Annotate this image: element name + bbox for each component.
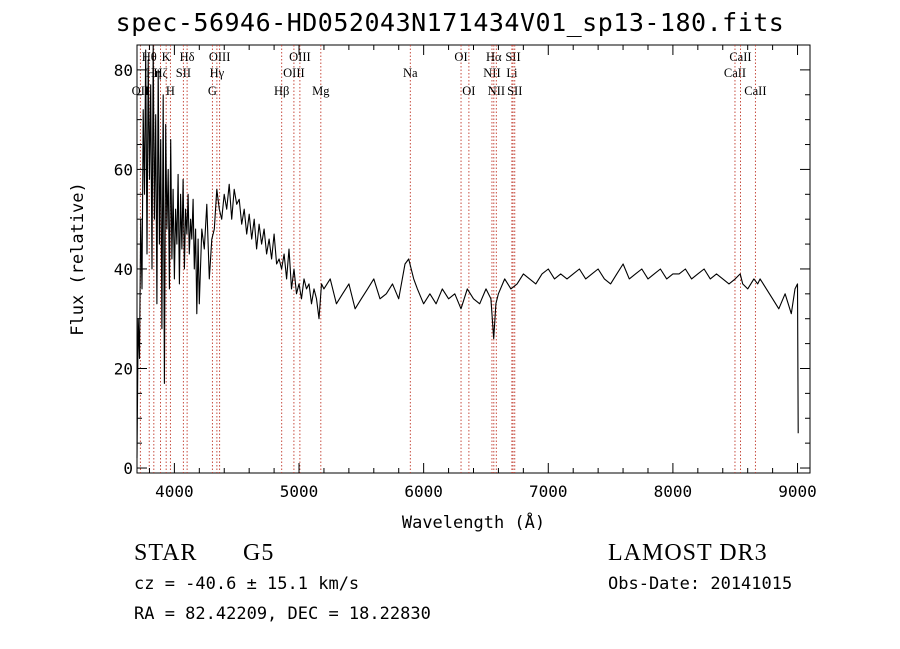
line-label-17: OI xyxy=(462,84,475,98)
line-label-4: K xyxy=(162,50,171,64)
line-label-9: Hγ xyxy=(210,66,225,80)
line-label-10: OIII xyxy=(209,50,231,64)
y-axis-label: Flux (relative) xyxy=(68,182,88,336)
coordinates: RA = 82.42209, DEC = 18.22830 xyxy=(134,604,431,624)
line-label-25: CaII xyxy=(729,50,751,64)
line-label-13: OIII xyxy=(289,50,311,64)
line-label-5: H xyxy=(166,84,175,98)
object-subclass: G5 xyxy=(243,540,275,566)
line-label-24: CaII xyxy=(724,66,746,80)
line-label-11: Hβ xyxy=(274,84,289,98)
y-tick-label-1: 20 xyxy=(114,359,133,378)
y-tick-label-2: 40 xyxy=(114,260,133,279)
x-tick-label-0: 4000 xyxy=(155,482,194,501)
line-label-8: G xyxy=(208,84,217,98)
line-label-19: Hα xyxy=(486,50,502,64)
line-label-18: NII xyxy=(483,66,500,80)
plot-frame xyxy=(136,44,811,474)
y-tick-label-4: 80 xyxy=(114,61,133,80)
object-class: STAR xyxy=(134,540,198,566)
y-tick-label-0: 0 xyxy=(123,459,133,478)
survey-name: LAMOST DR3 xyxy=(608,540,768,566)
y-tick-label-3: 60 xyxy=(114,160,133,179)
line-label-14: Mg xyxy=(312,84,330,98)
page-title: spec-56946-HD052043N171434V01_sp13-180.f… xyxy=(115,8,785,37)
line-label-1: Hθ xyxy=(142,50,157,64)
spectrum-line xyxy=(136,44,799,459)
x-tick-label-1: 5000 xyxy=(280,482,319,501)
line-label-20: NII xyxy=(488,84,505,98)
x-tick-label-4: 8000 xyxy=(654,482,693,501)
line-label-15: Na xyxy=(403,66,418,80)
obs-date: Obs-Date: 20141015 xyxy=(608,574,793,594)
line-label-26: CaII xyxy=(744,84,766,98)
line-label-16: OI xyxy=(454,50,467,64)
x-axis-label: Wavelength (Å) xyxy=(402,511,545,533)
redshift-readout: cz = -40.6 ± 15.1 km/s xyxy=(134,574,360,594)
line-label-21: SII xyxy=(505,50,520,64)
line-label-22: Li xyxy=(506,66,518,80)
line-label-6: SII xyxy=(176,66,191,80)
x-tick-label-2: 6000 xyxy=(404,482,443,501)
line-label-7: Hδ xyxy=(180,50,195,64)
line-label-3: Hζ xyxy=(153,66,167,80)
x-tick-label-3: 7000 xyxy=(529,482,568,501)
line-label-12: OIII xyxy=(283,66,305,80)
x-tick-label-5: 9000 xyxy=(778,482,817,501)
line-label-0: OII xyxy=(132,84,149,98)
line-label-23: SII xyxy=(507,84,522,98)
